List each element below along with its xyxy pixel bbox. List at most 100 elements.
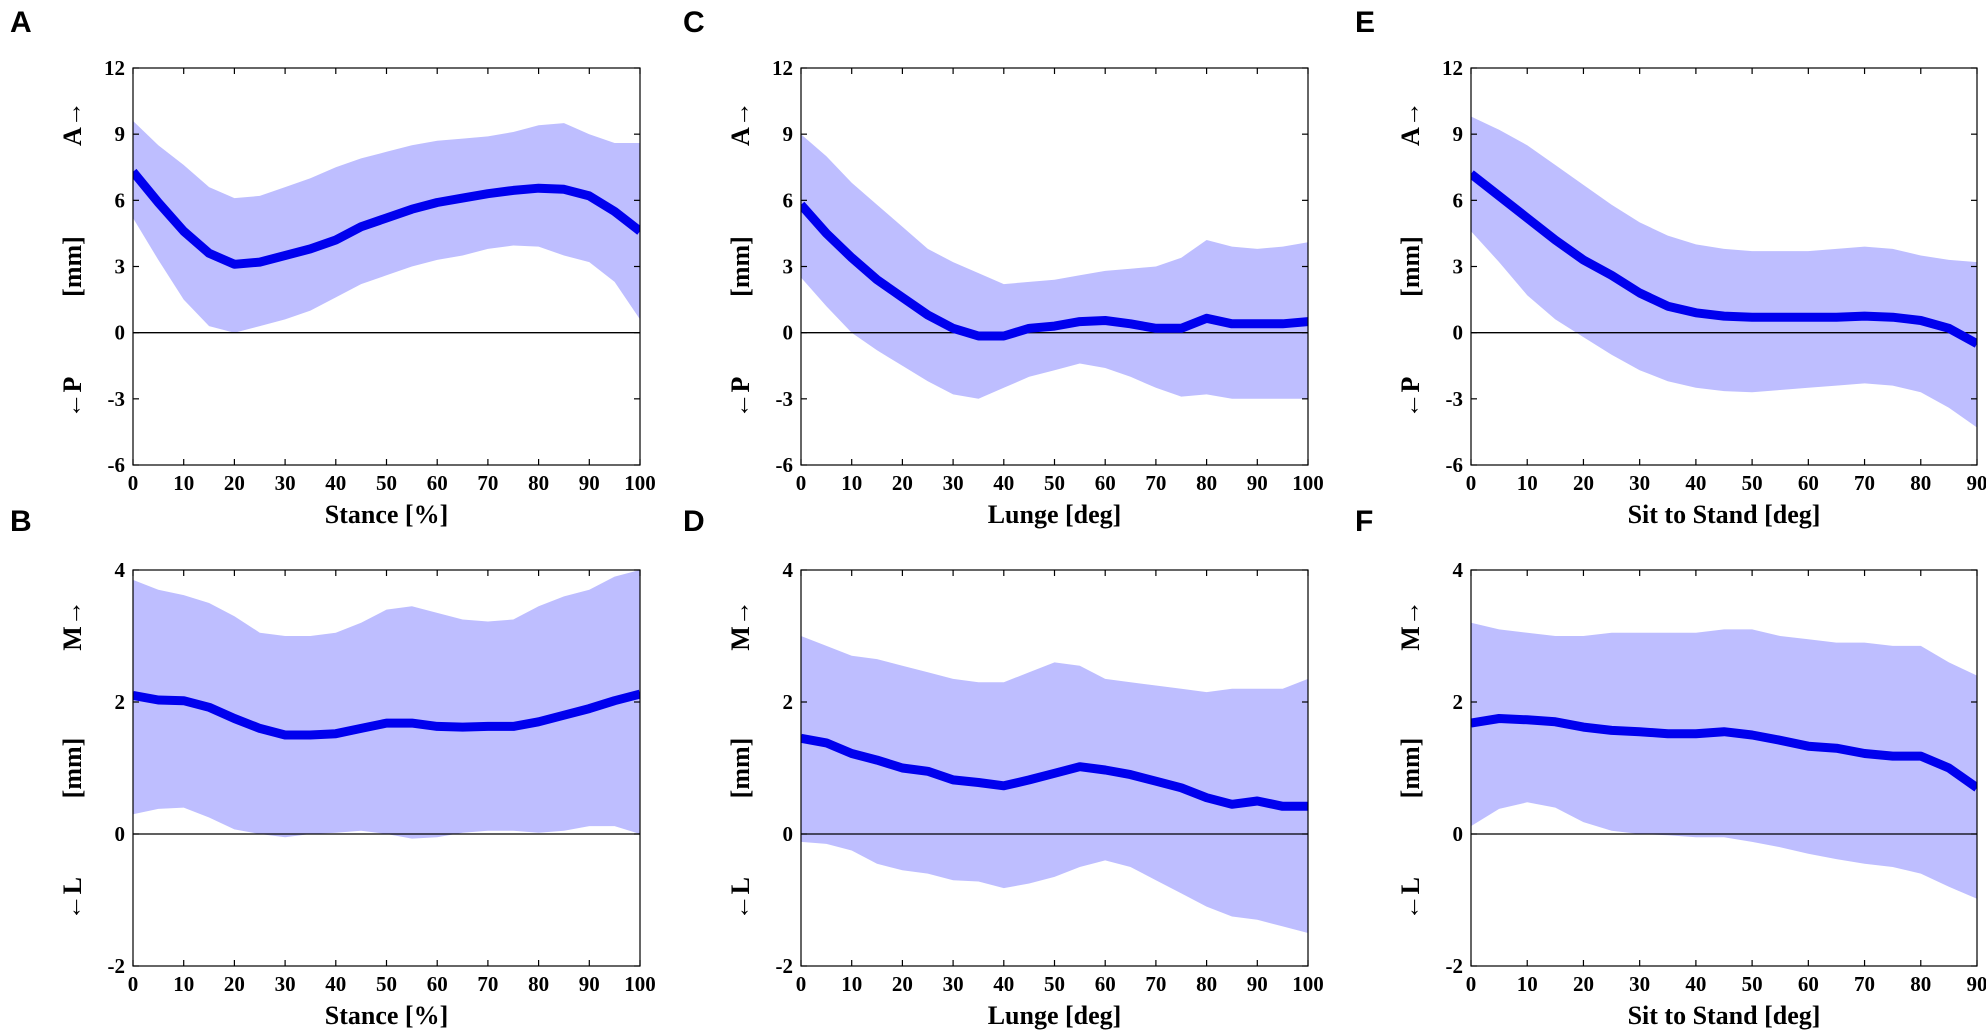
y-tick-label: -3 xyxy=(108,387,126,411)
x-tick-label: 20 xyxy=(892,471,913,495)
y-tick-label: 0 xyxy=(115,822,126,846)
x-tick-label: 60 xyxy=(427,972,448,996)
x-tick-label: 70 xyxy=(1854,471,1875,495)
y-tick-label: 4 xyxy=(115,558,126,582)
x-tick-label: 0 xyxy=(128,471,139,495)
y-tick-label: -6 xyxy=(1446,453,1464,477)
x-tick-label: 70 xyxy=(1145,471,1166,495)
x-axis-label-c: Lunge [deg] xyxy=(988,500,1122,529)
x-tick-label: 10 xyxy=(1517,471,1538,495)
x-axis-label-b: Stance [%] xyxy=(325,1001,448,1030)
y-tick-label: 3 xyxy=(783,255,794,279)
sd-band-e xyxy=(1471,116,1977,428)
x-tick-label: 90 xyxy=(579,471,600,495)
y-tick-label: 12 xyxy=(1442,56,1463,80)
x-tick-label: 0 xyxy=(128,972,139,996)
mean-line-b xyxy=(133,689,640,740)
y-tick-label: 9 xyxy=(783,122,794,146)
x-tick-label: 100 xyxy=(624,471,656,495)
y-tick-label: 0 xyxy=(1453,822,1464,846)
y-tick-label: -2 xyxy=(1446,954,1464,978)
y-positive-label-c: A→ xyxy=(726,101,755,146)
x-tick-label: 30 xyxy=(1629,471,1650,495)
x-tick-label: 80 xyxy=(1910,471,1931,495)
x-tick-label: 60 xyxy=(1798,471,1819,495)
y-tick-label: 4 xyxy=(783,558,794,582)
x-tick-label: 90 xyxy=(1247,972,1268,996)
x-tick-label: 20 xyxy=(892,972,913,996)
x-tick-label: 20 xyxy=(1573,972,1594,996)
x-tick-label: 30 xyxy=(275,972,296,996)
x-tick-label: 30 xyxy=(943,972,964,996)
x-tick-label: 50 xyxy=(376,972,397,996)
y-tick-label: 3 xyxy=(1453,255,1464,279)
panel-letter-c: C xyxy=(683,6,705,39)
panel-letter-a: A xyxy=(10,6,32,39)
x-tick-label: 100 xyxy=(1292,471,1324,495)
x-axis-label-f: Sit to Stand [deg] xyxy=(1628,1001,1821,1030)
x-tick-label: 10 xyxy=(841,471,862,495)
x-tick-label: 80 xyxy=(1196,972,1217,996)
y-tick-label: 12 xyxy=(772,56,793,80)
x-tick-label: 70 xyxy=(1145,972,1166,996)
y-axis-label-d: [mm] xyxy=(726,738,755,799)
y-axis-label-e: [mm] xyxy=(1396,236,1425,297)
y-positive-label-d: M→ xyxy=(726,600,755,651)
y-tick-label: -3 xyxy=(1446,387,1464,411)
x-tick-label: 100 xyxy=(624,972,656,996)
x-tick-label: 80 xyxy=(1196,471,1217,495)
y-negative-label-c: ←P xyxy=(726,376,755,418)
sd-band-c xyxy=(801,134,1308,399)
panel-letter-b: B xyxy=(10,505,32,538)
x-tick-label: 20 xyxy=(224,471,245,495)
y-negative-label-f: ←L xyxy=(1396,877,1425,920)
y-tick-label: 0 xyxy=(783,321,794,345)
y-tick-label: -2 xyxy=(776,954,794,978)
y-tick-label: -6 xyxy=(776,453,794,477)
x-tick-label: 70 xyxy=(477,471,498,495)
x-tick-label: 40 xyxy=(993,972,1014,996)
sd-band-a xyxy=(133,120,640,333)
y-tick-label: 3 xyxy=(115,255,126,279)
y-positive-label-f: M→ xyxy=(1396,600,1425,651)
x-tick-label: 100 xyxy=(1292,972,1324,996)
y-tick-label: 9 xyxy=(115,122,126,146)
mean-line-e xyxy=(1471,170,1977,348)
y-tick-label: 0 xyxy=(1453,321,1464,345)
x-tick-label: 40 xyxy=(325,972,346,996)
panel-letter-e: E xyxy=(1355,6,1376,39)
x-tick-label: 90 xyxy=(1247,471,1268,495)
x-tick-label: 50 xyxy=(1044,972,1065,996)
x-tick-label: 0 xyxy=(796,972,807,996)
y-positive-label-a: A→ xyxy=(58,101,87,146)
x-tick-label: 80 xyxy=(528,972,549,996)
mean-line-f xyxy=(1471,714,1977,792)
y-positive-label-b: M→ xyxy=(58,600,87,651)
x-tick-label: 20 xyxy=(1573,471,1594,495)
x-tick-label: 60 xyxy=(1095,471,1116,495)
y-tick-label: -3 xyxy=(776,387,794,411)
y-tick-label: 6 xyxy=(783,188,794,212)
axes-frame-f xyxy=(1470,569,1978,967)
mean-line-c xyxy=(801,201,1308,341)
x-axis-label-a: Stance [%] xyxy=(325,500,448,529)
y-negative-label-e: ←P xyxy=(1396,376,1425,418)
x-tick-label: 90 xyxy=(579,972,600,996)
panel-letter-f: F xyxy=(1355,505,1374,538)
mean-line-d xyxy=(801,733,1308,811)
y-tick-label: 12 xyxy=(104,56,125,80)
y-negative-label-b: ←L xyxy=(58,877,87,920)
x-tick-label: 50 xyxy=(376,471,397,495)
panel-c: 0 10 20 30 40 50 60 70 80 90 100 -6 -3 0 3 6 9 12 Lunge [d… xyxy=(726,56,1324,529)
x-tick-label: 10 xyxy=(1517,972,1538,996)
sd-band-f xyxy=(1471,622,1977,899)
x-tick-label: 50 xyxy=(1742,972,1763,996)
y-positive-label-e: A→ xyxy=(1396,101,1425,146)
y-tick-label: 2 xyxy=(783,690,794,714)
x-axis-label-d: Lunge [deg] xyxy=(988,1001,1122,1030)
x-tick-label: 60 xyxy=(427,471,448,495)
y-tick-label: -2 xyxy=(108,954,126,978)
